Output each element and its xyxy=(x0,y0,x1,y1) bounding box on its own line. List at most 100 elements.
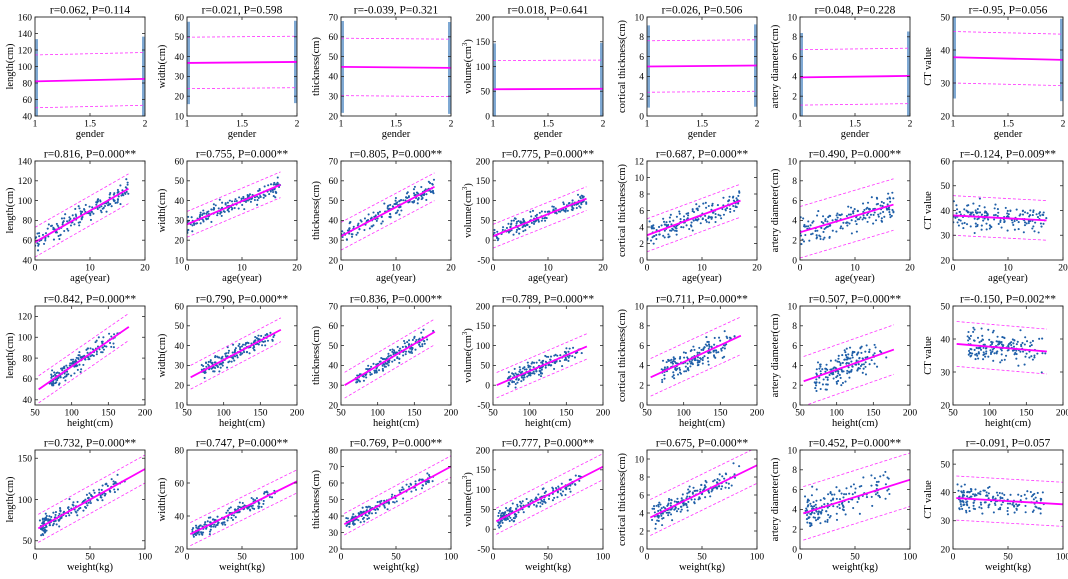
data-point xyxy=(1000,359,1003,362)
axes-frame xyxy=(492,16,604,117)
data-point xyxy=(195,222,198,225)
y-tick-label: 6 xyxy=(792,342,797,352)
data-point xyxy=(367,213,370,216)
data-point xyxy=(958,507,961,510)
data-point xyxy=(1031,227,1034,230)
data-point xyxy=(1039,214,1042,217)
data-point xyxy=(1038,337,1041,340)
data-point xyxy=(431,480,434,483)
data-point xyxy=(41,233,45,236)
data-point xyxy=(1012,504,1016,507)
data-point xyxy=(585,202,588,205)
x-tick-label: 150 xyxy=(101,409,116,419)
y-tick-label: 0 xyxy=(639,401,644,411)
data-point xyxy=(861,218,864,221)
plot-area xyxy=(493,186,588,249)
data-point xyxy=(845,221,848,225)
data-point xyxy=(800,243,803,246)
data-point xyxy=(707,360,710,363)
data-point xyxy=(679,218,682,221)
data-point xyxy=(413,194,416,197)
data-point xyxy=(680,508,683,511)
data-point xyxy=(1032,225,1035,228)
data-point xyxy=(70,511,73,514)
data-point xyxy=(420,487,424,490)
data-point xyxy=(1028,345,1032,348)
data-point xyxy=(533,372,536,375)
data-point xyxy=(710,490,713,493)
x-axis-label: weight(kg) xyxy=(679,562,726,573)
data-point xyxy=(102,336,105,339)
data-point xyxy=(559,492,562,495)
x-tick-label: 1 xyxy=(33,120,38,130)
x-axis-label: gender xyxy=(994,129,1023,140)
data-point xyxy=(119,203,122,206)
data-point xyxy=(512,233,515,236)
data-point xyxy=(507,381,510,384)
data-point xyxy=(426,472,429,475)
data-point xyxy=(578,479,581,482)
data-point xyxy=(734,205,737,208)
data-point xyxy=(228,199,231,202)
data-point xyxy=(839,227,842,230)
data-point xyxy=(515,222,518,225)
data-point xyxy=(362,516,366,519)
x-tick-label: 50 xyxy=(391,553,401,563)
data-point xyxy=(191,528,194,531)
data-point xyxy=(657,519,660,522)
data-point xyxy=(505,226,508,230)
data-point xyxy=(679,510,682,513)
data-point xyxy=(114,201,117,205)
y-tick-label: 12 xyxy=(635,157,645,167)
x-tick-label: 0 xyxy=(185,553,190,563)
y-axis-label: artery diameter(cm) xyxy=(770,168,781,252)
upper-prediction-band xyxy=(341,172,435,223)
data-point xyxy=(254,499,257,502)
data-point xyxy=(538,370,541,373)
data-point xyxy=(507,222,510,225)
data-point xyxy=(865,344,868,347)
y-tick-label: 6 xyxy=(639,53,644,63)
data-point xyxy=(202,212,205,215)
data-point xyxy=(202,365,205,368)
data-point xyxy=(857,497,860,500)
data-point xyxy=(219,212,222,215)
x-axis-label: age(year) xyxy=(376,273,416,284)
data-point xyxy=(76,500,79,503)
data-point xyxy=(886,197,889,200)
data-point xyxy=(722,213,725,216)
data-point xyxy=(828,373,831,377)
data-point xyxy=(805,507,808,510)
data-point xyxy=(987,504,990,507)
data-point xyxy=(227,210,230,213)
data-point xyxy=(670,499,673,502)
data-point xyxy=(45,514,48,517)
y-tick-label: 50 xyxy=(23,537,33,547)
y-tick-label: 10 xyxy=(788,302,798,312)
data-point xyxy=(830,499,833,502)
y-tick-label: 60 xyxy=(941,157,951,167)
x-tick-label: 0 xyxy=(951,264,956,274)
data-point xyxy=(209,516,212,519)
y-tick-label: 20 xyxy=(941,401,951,411)
lower-prediction-band xyxy=(956,365,1047,375)
data-point xyxy=(274,196,277,199)
data-point xyxy=(113,488,116,491)
lower-prediction-band xyxy=(647,90,757,93)
data-point xyxy=(826,383,829,386)
data-point xyxy=(996,214,999,218)
data-point xyxy=(539,505,542,508)
data-point xyxy=(383,202,386,205)
data-point xyxy=(540,372,543,375)
data-point xyxy=(1000,226,1003,229)
data-point xyxy=(1030,344,1033,347)
data-point xyxy=(836,216,839,219)
y-tick-label: 200 xyxy=(476,302,491,312)
x-tick-label: 0 xyxy=(33,553,38,563)
y-tick-label: 100 xyxy=(476,197,491,207)
data-point xyxy=(859,216,862,219)
data-point xyxy=(706,340,709,344)
data-point xyxy=(86,351,89,354)
data-point xyxy=(707,490,710,493)
data-point xyxy=(701,356,704,359)
